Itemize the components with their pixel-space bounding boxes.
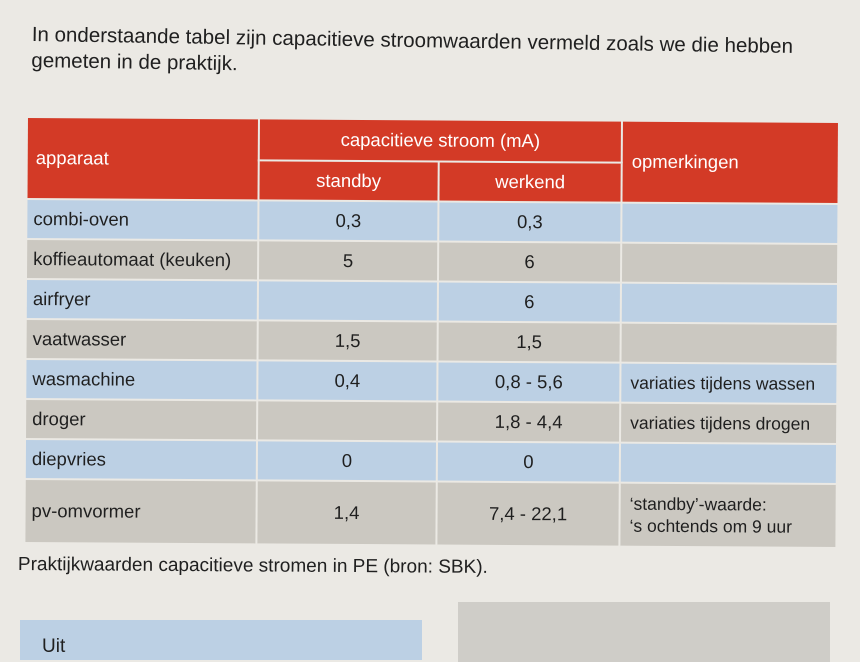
cell-opmerkingen: variaties tijdens wassen — [620, 362, 838, 404]
cell-standby: 0,3 — [258, 200, 439, 242]
cell-werkend: 6 — [437, 241, 622, 283]
cell-apparaat: wasmachine — [25, 359, 258, 401]
table-row: wasmachine 0,4 0,8 - 5,6 variaties tijde… — [25, 359, 838, 404]
intro-paragraph: In onderstaande tabel zijn capacitieve s… — [31, 22, 794, 76]
cell-werkend: 0,3 — [438, 201, 622, 243]
table-row: combi-oven 0,3 0,3 — [26, 199, 839, 244]
cell-werkend: 0,8 - 5,6 — [437, 361, 621, 403]
cell-apparaat: airfryer — [25, 279, 258, 321]
cell-werkend: 1,8 - 4,4 — [437, 401, 621, 443]
cell-opmerkingen — [621, 202, 839, 244]
cell-apparaat: koffieautomaat (keuken) — [26, 239, 259, 281]
cell-opmerkingen — [620, 242, 839, 284]
cell-werkend: 1,5 — [437, 321, 621, 363]
cell-apparaat: pv-omvormer — [24, 478, 257, 545]
cell-standby: 0 — [256, 440, 438, 482]
capacitive-current-table-wrapper: apparaat capacitieve stroom (mA) opmerki… — [23, 116, 840, 549]
cell-standby: 1,5 — [257, 320, 438, 362]
table-row: vaatwasser 1,5 1,5 — [25, 319, 838, 364]
header-apparaat: apparaat — [26, 117, 259, 201]
header-standby: standby — [258, 160, 439, 202]
cell-standby — [257, 400, 438, 442]
cell-standby — [257, 280, 438, 322]
cell-standby: 1,4 — [256, 480, 437, 546]
cell-werkend: 0 — [436, 441, 621, 483]
next-section-box-left: Uit — [20, 620, 422, 660]
table-caption: Praktijkwaarden capacitieve stromen in P… — [17, 554, 488, 578]
cell-apparaat: diepvries — [24, 439, 258, 481]
cell-standby: 0,4 — [257, 360, 438, 402]
cell-standby: 5 — [257, 240, 439, 282]
table-header-row: apparaat capacitieve stroom (mA) opmerki… — [26, 117, 839, 204]
table-row: airfryer 6 — [25, 279, 838, 324]
cell-werkend: 7,4 - 22,1 — [436, 481, 620, 547]
cell-opmerkingen — [619, 442, 838, 484]
cell-werkend: 6 — [437, 281, 621, 323]
table-row: diepvries 0 0 — [24, 439, 838, 484]
cell-opmerkingen: ‘standby’-waarde: ‘s ochtends om 9 uur — [619, 482, 837, 548]
next-box-text: Uit — [42, 636, 66, 657]
capacitive-current-table: apparaat capacitieve stroom (mA) opmerki… — [23, 116, 840, 549]
table-row: pv-omvormer 1,4 7,4 - 22,1 ‘standby’-waa… — [24, 478, 837, 548]
cell-apparaat: droger — [25, 399, 258, 441]
next-section-box-right — [458, 602, 830, 662]
header-werkend: werkend — [438, 161, 622, 203]
opmerking-line-2: ‘s ochtends om 9 uur — [629, 515, 793, 537]
table-row: koffieautomaat (keuken) 5 6 — [26, 239, 839, 284]
header-capacitieve-stroom: capacitieve stroom (mA) — [258, 118, 622, 163]
cell-apparaat: vaatwasser — [25, 319, 258, 361]
cell-apparaat: combi-oven — [26, 199, 259, 241]
table-row: droger 1,8 - 4,4 variaties tijdens droge… — [25, 399, 838, 444]
cell-opmerkingen — [620, 322, 838, 364]
cell-opmerkingen — [620, 282, 838, 324]
cell-opmerkingen: variaties tijdens drogen — [620, 402, 838, 444]
header-opmerkingen: opmerkingen — [621, 120, 839, 204]
opmerking-line-1: ‘standby’-waarde: — [629, 493, 767, 515]
